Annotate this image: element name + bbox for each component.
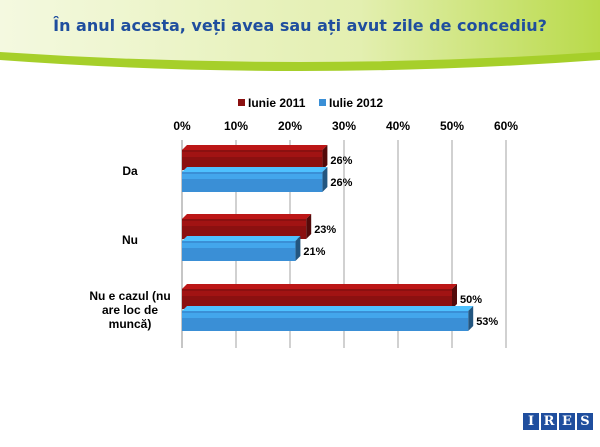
bar-end-face (322, 145, 328, 170)
x-tick-label: 40% (386, 119, 410, 133)
x-tick-label: 10% (224, 119, 248, 133)
bar-highlight (182, 291, 452, 296)
bar-highlight (182, 243, 296, 248)
x-tick-label: 50% (440, 119, 464, 133)
bar-data-label: 23% (314, 224, 336, 236)
bar-highlight (182, 313, 469, 318)
bar-data-label: 21% (303, 246, 325, 258)
bar-data-label: 26% (330, 155, 352, 167)
x-axis-ticks: 0% 10% 20% 30% 40% 50% 60% (173, 119, 518, 133)
x-tick-label: 0% (173, 119, 191, 133)
bar-end-face (295, 236, 301, 261)
bar-end-face (306, 214, 312, 239)
chart-bars: 26% 26% 23% 21% 50% 53% (182, 145, 498, 331)
bar-data-label: 50% (460, 294, 482, 306)
logo-letter: R (541, 413, 557, 430)
logo-letter: S (577, 413, 593, 430)
page-title: În anul acesta, veți avea sau ați avut z… (53, 16, 547, 35)
chart-legend: Iunie 2011 Iulie 2012 (238, 96, 383, 110)
bar-top-face (182, 214, 312, 219)
bar-top-face (182, 145, 328, 150)
category-label: are loc de (102, 303, 158, 317)
x-tick-label: 20% (278, 119, 302, 133)
legend-label: Iunie 2011 (248, 96, 306, 110)
bar-top-face (182, 167, 328, 172)
bar-end-face (468, 306, 474, 331)
legend-swatch (319, 99, 326, 106)
bar-data-label: 53% (476, 316, 498, 328)
category-label: muncă) (109, 317, 152, 331)
header-banner (0, 0, 600, 80)
bar-top-face (182, 236, 301, 241)
legend-label: Iulie 2012 (329, 96, 383, 110)
bar-data-label: 26% (330, 177, 352, 189)
x-tick-label: 60% (494, 119, 518, 133)
bar-highlight (182, 152, 323, 157)
legend-swatch (238, 99, 245, 106)
bar-end-face (452, 284, 457, 309)
category-label: Nu e cazul (nu (89, 289, 170, 303)
bar-end-face (322, 167, 328, 192)
logo-letter: E (559, 413, 575, 430)
category-label: Da (122, 164, 138, 178)
bar-highlight (182, 174, 323, 179)
bar-top-face (182, 306, 474, 311)
logo-letter: I (523, 413, 539, 430)
bar-highlight (182, 221, 307, 226)
x-tick-label: 30% (332, 119, 356, 133)
category-label: Nu (122, 233, 138, 247)
bar-top-face (182, 284, 457, 289)
